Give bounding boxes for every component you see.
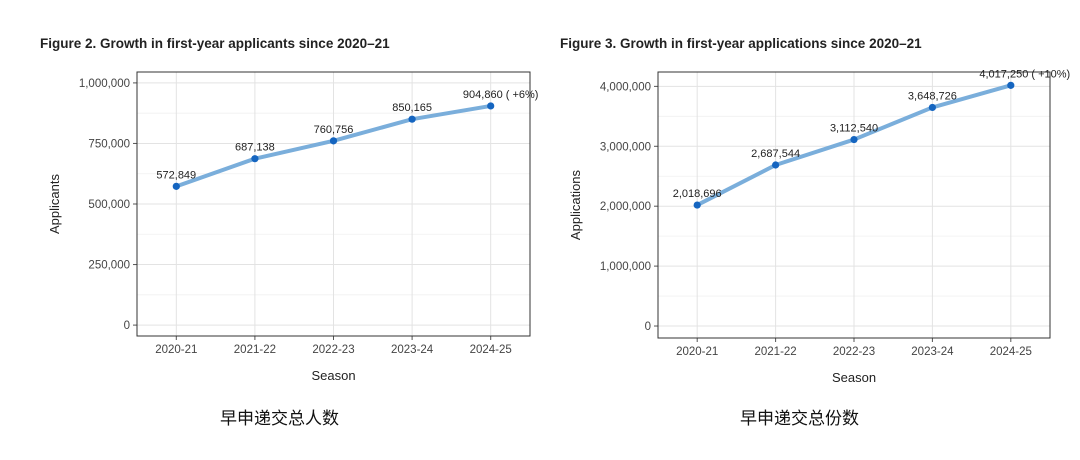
y-axis-title: Applicants <box>47 174 62 234</box>
y-tick-label: 0 <box>124 320 130 332</box>
x-axis-title: Season <box>832 370 876 385</box>
x-tick-label: 2020-21 <box>155 344 197 356</box>
y-tick-label: 250,000 <box>88 260 130 272</box>
data-point <box>772 161 780 169</box>
figure-2-panel: Figure 2. Growth in first-year applicant… <box>40 36 539 429</box>
x-tick-label: 2021-22 <box>234 344 276 356</box>
data-label: 3,112,540 <box>830 123 878 135</box>
x-tick-label: 2022-23 <box>312 344 354 356</box>
data-label: 760,756 <box>314 124 354 136</box>
x-tick-label: 2022-23 <box>833 346 875 358</box>
data-point <box>1007 81 1015 89</box>
x-tick-label: 2023-24 <box>911 346 954 358</box>
figure-2-chart: 0 250,000 500,000 750,000 1,000,000 2020-21 20… <box>47 71 539 383</box>
figure-3-chart: 0 1,000,000 2,000,000 3,000,000 4,000,000 202… <box>568 68 1070 385</box>
figure-2-caption: 早申递交总人数 <box>220 409 339 429</box>
x-tick-label: 2021-22 <box>754 346 796 358</box>
data-point <box>928 103 936 112</box>
x-axis-title: Season <box>311 368 355 383</box>
figure-3-title: Figure 3. Growth in first-year applicati… <box>560 36 922 51</box>
data-label: 572,849 <box>156 169 196 181</box>
data-point <box>693 201 701 209</box>
figure-3-panel: Figure 3. Growth in first-year applicati… <box>540 0 1080 460</box>
y-tick-label: 0 <box>645 321 651 333</box>
y-tick-label: 4,000,000 <box>600 81 651 93</box>
y-tick-label: 3,000,000 <box>600 141 651 153</box>
x-tick-label: 2023-24 <box>391 344 434 356</box>
y-tick-label: 500,000 <box>88 199 130 211</box>
data-label: 850,165 <box>392 102 432 114</box>
data-label: 2,687,544 <box>751 148 800 160</box>
y-tick-label: 750,000 <box>88 138 130 150</box>
y-tick-label: 1,000,000 <box>79 78 130 90</box>
data-label: 687,138 <box>235 142 275 154</box>
plot-border <box>136 71 531 337</box>
y-tick-label: 2,000,000 <box>600 201 651 213</box>
figure-2-title: Figure 2. Growth in first-year applicant… <box>40 36 390 51</box>
data-label: 904,860 ( +6%) <box>463 89 539 101</box>
data-point <box>408 115 416 123</box>
data-label: 3,648,726 <box>908 90 957 102</box>
data-point <box>487 102 495 110</box>
figure-3-caption: 早申递交总份数 <box>740 409 859 429</box>
y-axis-title: Applications <box>568 169 583 240</box>
data-point <box>850 135 858 144</box>
data-point <box>329 137 338 145</box>
data-label: 4,017,250 ( +10%) <box>979 68 1070 80</box>
data-label: 2,018,696 <box>673 188 722 200</box>
x-tick-label: 2024-25 <box>470 344 512 356</box>
y-tick-label: 1,000,000 <box>600 261 651 273</box>
data-point <box>172 182 180 190</box>
x-tick-label: 2024-25 <box>990 346 1032 358</box>
x-tick-label: 2020-21 <box>676 346 718 358</box>
data-point <box>251 155 259 163</box>
plot-border <box>657 71 1051 339</box>
